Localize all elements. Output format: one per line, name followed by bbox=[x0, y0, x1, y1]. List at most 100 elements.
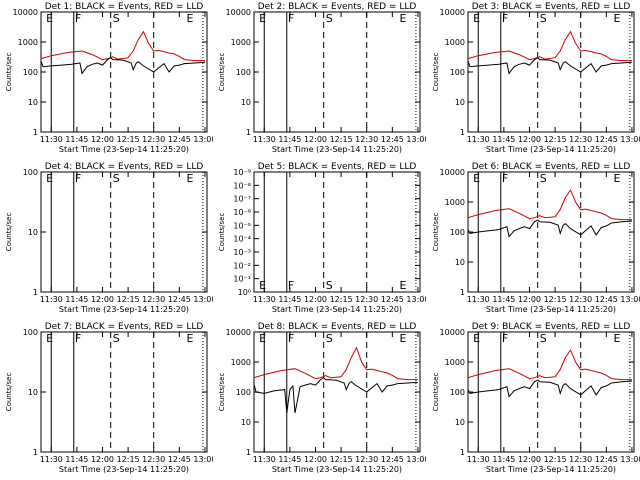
event-marker-label: E bbox=[46, 12, 53, 25]
events-series-line bbox=[253, 377, 419, 414]
event-marker-label: S bbox=[326, 332, 333, 345]
chart-title: Det 1: BLACK = Events, RED = LLD bbox=[45, 2, 204, 12]
x-tick-label: 12:45 bbox=[381, 135, 404, 144]
y-tick-label: 1 bbox=[246, 128, 251, 137]
plot-frame bbox=[253, 171, 421, 293]
x-tick-label: 13:00 bbox=[193, 455, 213, 464]
y-tick-label: 1000 bbox=[231, 38, 251, 47]
x-tick-label: 12:15 bbox=[117, 295, 140, 304]
x-tick-label: 11:45 bbox=[492, 135, 515, 144]
y-tick-label: 1 bbox=[460, 288, 465, 297]
y-tick-label: 10⁻² bbox=[233, 261, 251, 270]
x-tick-label: 12:45 bbox=[381, 295, 404, 304]
x-tick-label: 13:00 bbox=[193, 135, 213, 144]
x-tick-label: 13:00 bbox=[406, 455, 426, 464]
event-marker-label: E bbox=[187, 332, 194, 345]
x-tick-label: 12:00 bbox=[91, 455, 114, 464]
plot-frame bbox=[467, 11, 635, 133]
y-tick-label: 10000 bbox=[226, 328, 251, 337]
x-tick-label: 12:30 bbox=[355, 135, 378, 144]
x-axis-label: Start Time (23-Sep-14 11:25:20) bbox=[486, 465, 616, 474]
x-axis-label: Start Time (23-Sep-14 11:25:20) bbox=[272, 145, 402, 154]
x-tick-label: 12:30 bbox=[142, 135, 165, 144]
y-tick-label: 10⁻⁴ bbox=[233, 235, 251, 244]
plot-frame bbox=[40, 11, 208, 133]
event-marker-label: S bbox=[113, 332, 120, 345]
event-marker-label: E bbox=[46, 332, 53, 345]
x-tick-label: 12:15 bbox=[544, 295, 567, 304]
y-tick-label: 10000 bbox=[440, 168, 465, 177]
events-series-line bbox=[467, 57, 633, 75]
x-tick-label: 11:30 bbox=[253, 295, 276, 304]
detector-plot-1: Det 1: BLACK = Events, RED = LLD 1 10 100 10… bbox=[5, 2, 213, 154]
y-tick-label: 10 bbox=[455, 418, 465, 427]
y-tick-label: 10⁻⁶ bbox=[233, 208, 251, 217]
x-axis-label: Start Time (23-Sep-14 11:25:20) bbox=[272, 305, 402, 314]
detector-plot-2: Det 2: BLACK = Events, RED = LLD 1 10 100 10… bbox=[218, 2, 426, 154]
x-axis-label: Start Time (23-Sep-14 11:25:20) bbox=[272, 465, 402, 474]
y-axis-label: Counts/sec bbox=[432, 213, 440, 252]
chart-title: Det 4: BLACK = Events, RED = LLD bbox=[45, 162, 204, 172]
y-axis-label: Counts/sec bbox=[218, 53, 226, 92]
y-tick-label: 10 bbox=[455, 258, 465, 267]
y-tick-label: 1 bbox=[460, 128, 465, 137]
x-axis-label: Start Time (23-Sep-14 11:25:20) bbox=[486, 305, 616, 314]
plot-frame bbox=[40, 171, 208, 293]
event-marker-label: F bbox=[75, 12, 81, 25]
y-tick-label: 1 bbox=[460, 448, 465, 457]
lld-series-line bbox=[253, 346, 418, 381]
event-marker-label: F bbox=[502, 172, 508, 185]
x-axis-label: Start Time (23-Sep-14 11:25:20) bbox=[486, 145, 616, 154]
x-tick-label: 12:45 bbox=[595, 135, 618, 144]
y-tick-label: 10000 bbox=[440, 328, 465, 337]
event-marker-label: E bbox=[400, 279, 407, 292]
event-marker-label: F bbox=[75, 332, 81, 345]
x-tick-label: 13:00 bbox=[193, 295, 213, 304]
x-tick-label: 12:30 bbox=[569, 135, 592, 144]
event-marker-label: E bbox=[259, 332, 266, 345]
x-axis-label: Start Time (23-Sep-14 11:25:20) bbox=[59, 145, 189, 154]
x-tick-label: 12:30 bbox=[142, 455, 165, 464]
x-tick-label: 12:45 bbox=[168, 135, 191, 144]
y-tick-label: 100 bbox=[450, 228, 465, 237]
event-marker-label: F bbox=[288, 332, 294, 345]
x-tick-label: 11:30 bbox=[253, 455, 276, 464]
x-tick-label: 12:45 bbox=[595, 455, 618, 464]
y-tick-label: 100 bbox=[236, 68, 251, 77]
event-marker-label: E bbox=[259, 12, 266, 25]
x-tick-label: 12:15 bbox=[544, 455, 567, 464]
plot-frame bbox=[467, 171, 635, 293]
chart-title: Det 5: BLACK = Events, RED = LLD bbox=[258, 162, 417, 172]
chart-title: Det 9: BLACK = Events, RED = LLD bbox=[472, 322, 631, 332]
plot-frame bbox=[253, 11, 421, 133]
y-tick-label: 10 bbox=[241, 98, 251, 107]
event-marker-label: F bbox=[288, 279, 294, 292]
x-tick-label: 12:00 bbox=[304, 135, 327, 144]
y-tick-label: 1 bbox=[33, 448, 38, 457]
event-marker-label: S bbox=[540, 12, 547, 25]
x-tick-label: 12:00 bbox=[91, 135, 114, 144]
x-tick-label: 12:00 bbox=[304, 295, 327, 304]
y-tick-label: 100 bbox=[23, 168, 38, 177]
event-marker-label: F bbox=[502, 332, 508, 345]
x-tick-label: 12:30 bbox=[355, 455, 378, 464]
y-axis-label: Counts/sec bbox=[5, 213, 13, 252]
x-tick-label: 12:15 bbox=[330, 455, 353, 464]
x-tick-label: 12:15 bbox=[544, 135, 567, 144]
x-tick-label: 12:15 bbox=[330, 295, 353, 304]
events-series-line bbox=[467, 379, 633, 398]
lld-series-line bbox=[467, 30, 632, 62]
y-axis-label: Counts/sec bbox=[5, 53, 13, 92]
y-tick-label: 10 bbox=[28, 98, 38, 107]
y-tick-label: 10⁻⁵ bbox=[233, 221, 251, 230]
y-axis-label: Counts/sec bbox=[218, 373, 226, 412]
event-marker-label: E bbox=[187, 172, 194, 185]
x-tick-label: 12:30 bbox=[569, 455, 592, 464]
x-tick-label: 11:30 bbox=[467, 455, 490, 464]
y-axis-label: Counts/sec bbox=[432, 53, 440, 92]
chart-title: Det 8: BLACK = Events, RED = LLD bbox=[258, 322, 417, 332]
y-axis-label: Counts/sec bbox=[5, 373, 13, 412]
x-tick-label: 12:30 bbox=[142, 295, 165, 304]
x-tick-label: 12:15 bbox=[117, 135, 140, 144]
